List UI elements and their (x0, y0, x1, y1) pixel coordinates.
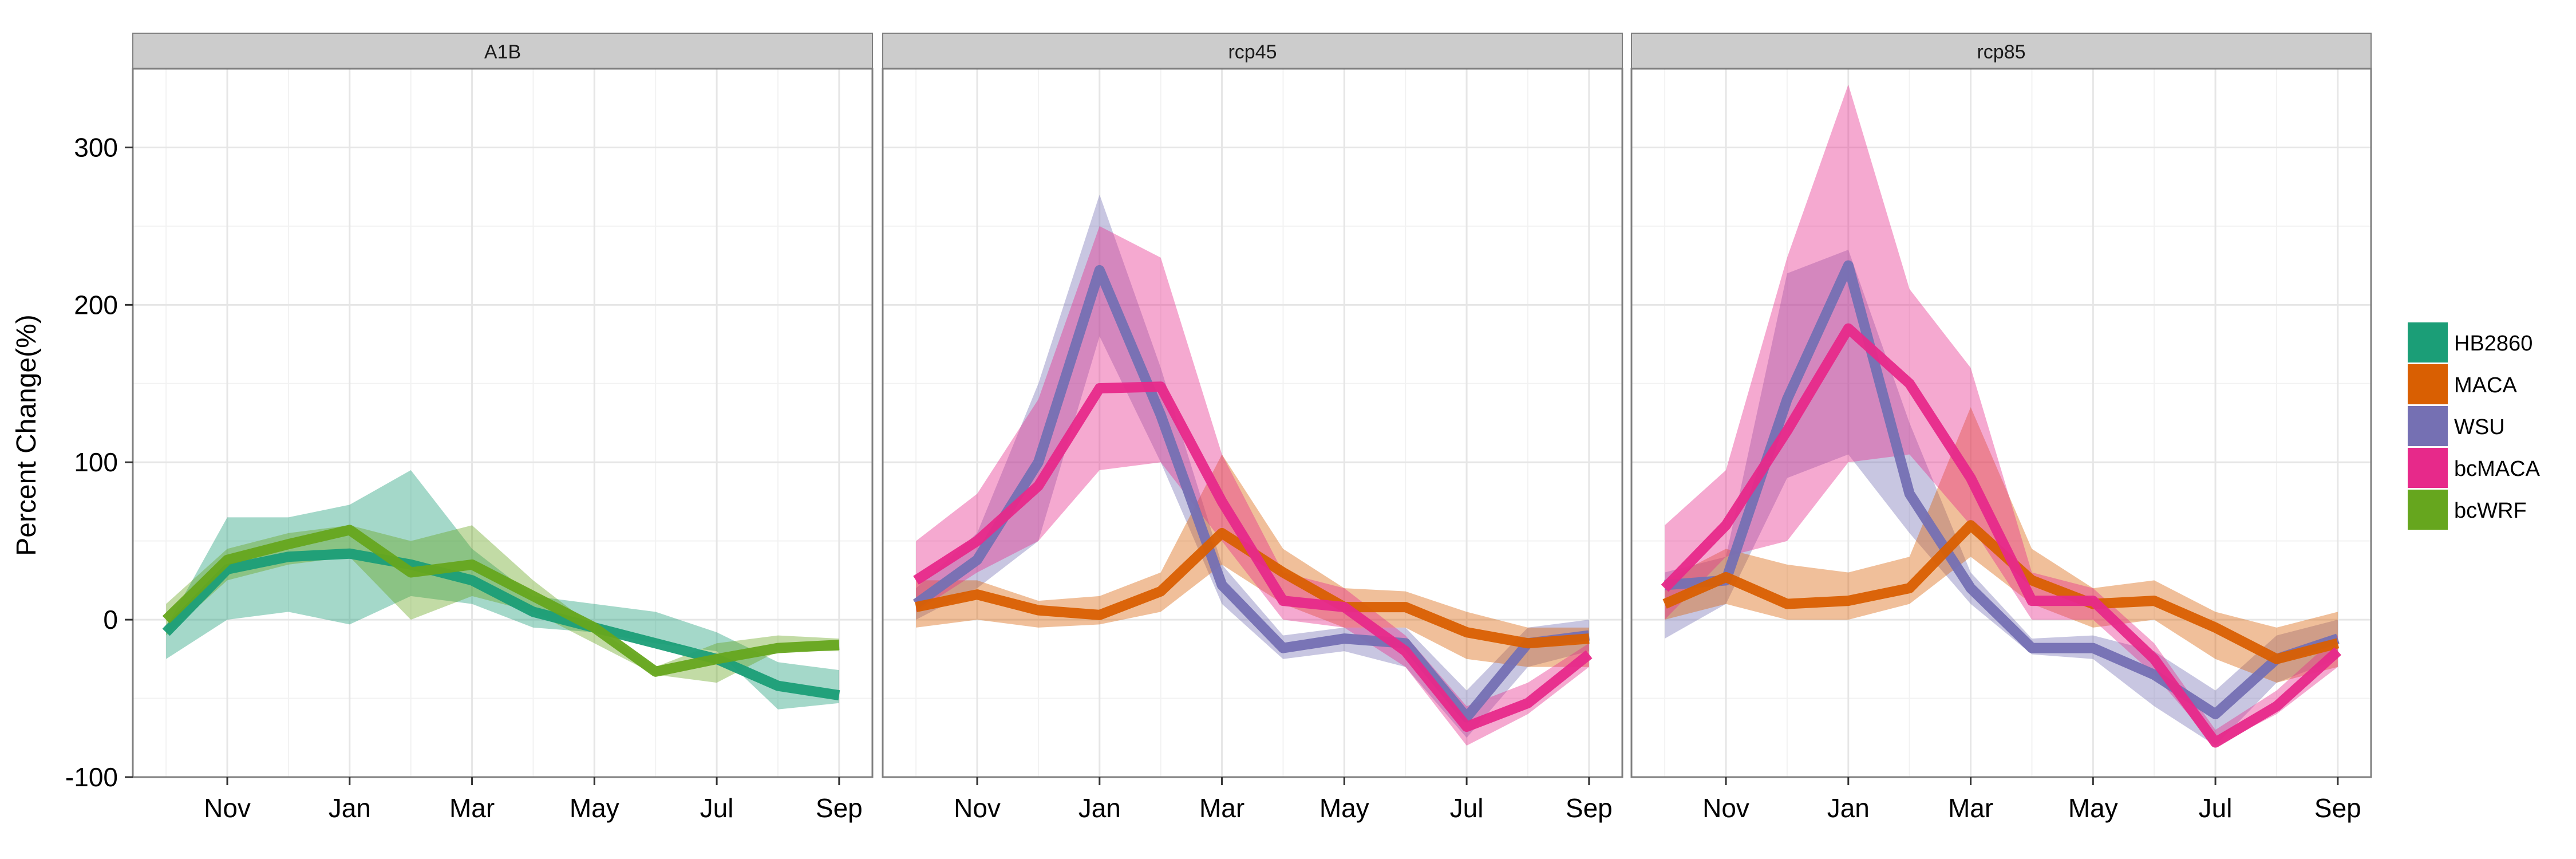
x-tick-label: Jan (1078, 793, 1121, 823)
ribbon-bcWRF (166, 525, 839, 683)
legend-label: WSU (2454, 415, 2505, 439)
legend-label: MACA (2454, 373, 2517, 397)
ribbon-bcMACA (916, 226, 1589, 746)
legend-key (2407, 321, 2449, 364)
x-tick-label: Nov (954, 793, 1001, 823)
legend-key (2407, 405, 2449, 447)
legend-key (2407, 363, 2449, 405)
panel-strip (882, 33, 1623, 69)
x-tick-label: Jul (2199, 793, 2233, 823)
legend-item-HB2860: HB2860 (2407, 321, 2532, 364)
panel-border (132, 68, 874, 778)
x-tick-label: Sep (816, 793, 863, 823)
x-tick-label: May (2068, 793, 2118, 823)
x-tick-label: Jan (329, 793, 371, 823)
x-tick-label: Jul (1450, 793, 1484, 823)
legend-item-MACA: MACA (2407, 363, 2517, 405)
x-tick-label: Sep (1566, 793, 1613, 823)
x-tick-label: Mar (449, 793, 495, 823)
y-tick-label: 200 (74, 290, 118, 320)
plot-background (883, 69, 1622, 777)
panel-strip (132, 33, 873, 69)
ribbon-bcMACA (1665, 84, 2338, 746)
y-tick-label: 300 (74, 132, 118, 162)
panel-title: A1B (484, 41, 521, 63)
panel-A1B: A1B Nov Jan Mar May Jul Sep -100 0 100 200 300 (65, 33, 874, 823)
x-tick-label: Mar (1199, 793, 1244, 823)
plot-background (1631, 69, 2371, 777)
x-tick-label: Jul (700, 793, 734, 823)
x-tick-label: Jan (1827, 793, 1870, 823)
x-tick-label: Nov (1702, 793, 1749, 823)
panel-rcp85: rcp85 Nov Jan Mar May Jul Sep (1630, 33, 2372, 823)
y-tick-label: 100 (74, 447, 118, 477)
series-line-bcWRF (162, 525, 840, 677)
series-line-WSU (912, 265, 1590, 723)
series-line-MACA (1662, 520, 2340, 664)
legend-label: bcMACA (2454, 457, 2541, 481)
legend-item-bcWRF: bcWRF (2407, 488, 2527, 531)
series-line-HB2860 (162, 548, 840, 700)
legend: HB2860 MACA WSU bcMACA bcWRF (2407, 321, 2541, 531)
series-line-WSU (1664, 260, 2340, 719)
y-tick-label: -100 (65, 762, 118, 792)
x-tick-label: Nov (204, 793, 251, 823)
legend-item-WSU: WSU (2407, 405, 2505, 447)
legend-item-bcMACA: bcMACA (2407, 447, 2541, 489)
ribbon-WSU (1665, 250, 2338, 746)
panel-border (882, 68, 1623, 778)
panel-title: rcp45 (1228, 41, 1277, 63)
panel-rcp45: rcp45 Nov Jan Mar May Jul Sep (882, 33, 1623, 823)
legend-key (2407, 447, 2449, 489)
x-tick-label: Mar (1948, 793, 1993, 823)
x-tick-label: May (570, 793, 619, 823)
legend-key (2407, 488, 2449, 531)
chart-panels: A1B Nov Jan Mar May Jul Sep -100 0 100 200 300 rcp45… (65, 33, 2372, 823)
y-tick-label: 0 (103, 605, 118, 635)
x-tick-label: May (1319, 793, 1369, 823)
x-tick-label: Sep (2314, 793, 2361, 823)
series-line-bcMACA (913, 381, 1593, 732)
panel-border (1630, 68, 2372, 778)
y-axis-title: Percent Change(%) (11, 314, 42, 556)
plot-background (133, 69, 872, 777)
legend-label: HB2860 (2454, 332, 2532, 356)
panel-title: rcp85 (1977, 41, 2025, 63)
series-line-bcMACA (1661, 323, 2341, 748)
legend-label: bcWRF (2454, 499, 2527, 523)
